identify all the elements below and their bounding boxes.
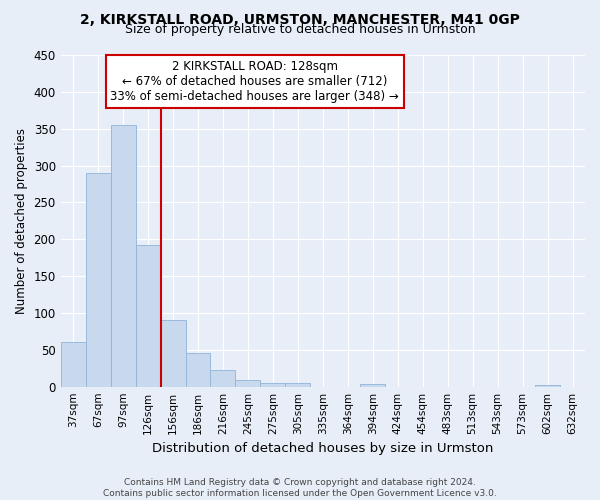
Bar	[61, 342, 86, 386]
Text: 2 KIRKSTALL ROAD: 128sqm
← 67% of detached houses are smaller (712)
33% of semi-: 2 KIRKSTALL ROAD: 128sqm ← 67% of detach…	[110, 60, 399, 103]
Text: 2, KIRKSTALL ROAD, URMSTON, MANCHESTER, M41 0GP: 2, KIRKSTALL ROAD, URMSTON, MANCHESTER, …	[80, 12, 520, 26]
Bar	[535, 385, 560, 386]
Text: Size of property relative to detached houses in Urmston: Size of property relative to detached ho…	[125, 22, 475, 36]
Bar	[136, 245, 161, 386]
Text: Contains HM Land Registry data © Crown copyright and database right 2024.
Contai: Contains HM Land Registry data © Crown c…	[103, 478, 497, 498]
Bar	[286, 383, 310, 386]
Bar	[110, 125, 136, 386]
Bar	[86, 173, 110, 386]
X-axis label: Distribution of detached houses by size in Urmston: Distribution of detached houses by size …	[152, 442, 494, 455]
Bar	[211, 370, 235, 386]
Bar	[161, 320, 185, 386]
Bar	[185, 353, 211, 386]
Bar	[260, 383, 286, 386]
Y-axis label: Number of detached properties: Number of detached properties	[15, 128, 28, 314]
Bar	[360, 384, 385, 386]
Bar	[235, 380, 260, 386]
